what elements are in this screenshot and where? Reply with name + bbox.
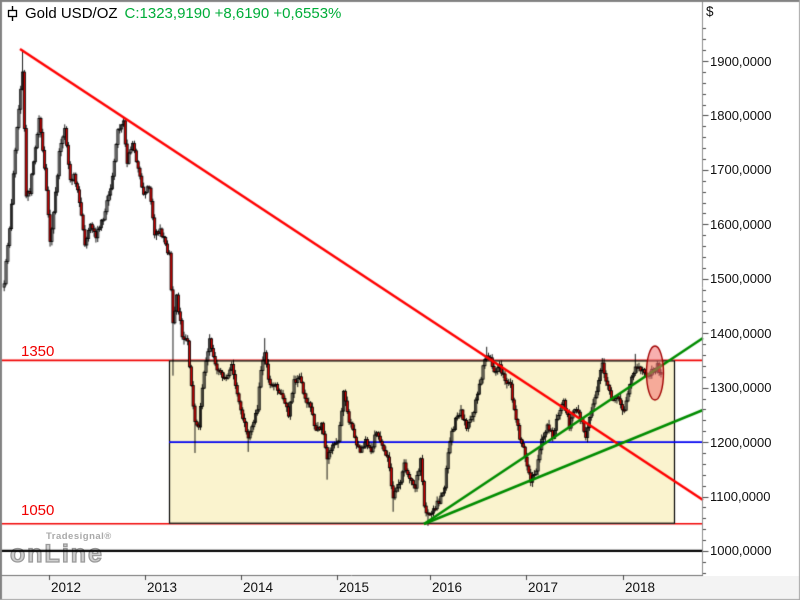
- quote-text: C:1323,9190 +8,6190 +0,6553%: [124, 5, 342, 22]
- y-axis-label: 1000,0000: [710, 543, 772, 559]
- y-axis-label: 1100,0000: [710, 489, 771, 505]
- y-axis-label: 1700,0000: [710, 162, 772, 178]
- x-axis-label: 2012: [51, 580, 82, 595]
- y-axis-label: 1600,0000: [710, 216, 772, 232]
- x-axis-label: 2017: [528, 580, 559, 595]
- x-axis-label: 2016: [432, 580, 463, 595]
- y-axis-label: 1300,0000: [710, 380, 772, 396]
- x-axis-label: 2014: [243, 580, 274, 595]
- x-axis-label: 2018: [625, 580, 656, 595]
- y-axis-label: 1500,0000: [710, 271, 772, 287]
- resistance-level-label: 1350: [21, 343, 55, 360]
- title-bar: Gold USD/OZ C:1323,9190 +8,6190 +0,6553%: [7, 5, 341, 22]
- x-axis-label: 2015: [339, 580, 370, 595]
- support-level-label: 1050: [21, 502, 55, 519]
- y-axis-label: 1900,0000: [710, 53, 772, 69]
- instrument-title: Gold USD/OZ: [25, 5, 118, 22]
- y-axis-label: 1200,0000: [710, 434, 772, 450]
- x-axis-label: 2013: [147, 580, 178, 595]
- candlestick-icon: [7, 6, 18, 21]
- currency-label: $: [706, 4, 714, 19]
- y-axis-label: 1800,0000: [710, 107, 772, 123]
- y-axis-label: 1400,0000: [710, 325, 772, 341]
